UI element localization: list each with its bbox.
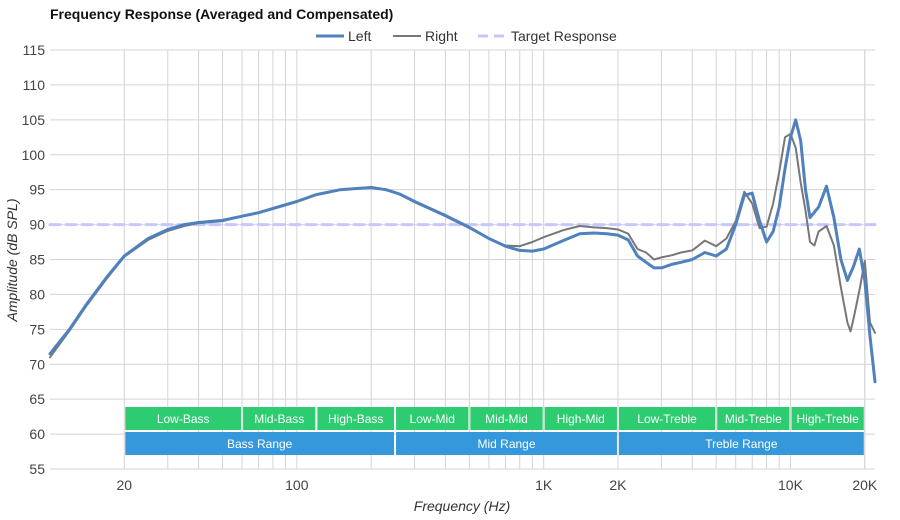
x-tick-label: 10K (778, 477, 804, 493)
band-label: High-Treble (797, 412, 860, 426)
y-tick-label: 95 (29, 182, 45, 198)
band-low-bass (125, 407, 242, 430)
band-label: Mid-Treble (725, 412, 782, 426)
band-treble-range (618, 432, 864, 455)
band-label: Bass Range (227, 437, 293, 451)
x-tick-label: 20 (117, 477, 133, 493)
y-tick-label: 70 (29, 356, 45, 372)
band-label: Low-Bass (157, 412, 210, 426)
x-axis-label: Frequency (Hz) (414, 498, 510, 514)
y-tick-labels: 55 60 65 70 75 80 85 90 95 100 105 110 115 (22, 42, 46, 477)
band-mid-treble (717, 407, 790, 430)
band-label: Low-Mid (410, 412, 455, 426)
range-bands: Low-Bass Mid-Bass High-Bass Low-Mid Mid-Mid H… (125, 407, 864, 455)
band-label: Mid-Mid (485, 412, 528, 426)
y-tick-label: 100 (22, 147, 46, 163)
series-line-left (48, 118, 877, 384)
grid (50, 49, 875, 470)
y-tick-label: 55 (29, 461, 45, 477)
y-axis-label: Amplitude (dB SPL) (4, 199, 20, 323)
band-mid-mid (470, 407, 543, 430)
chart-title: Frequency Response (Averaged and Compens… (50, 6, 393, 22)
band-low-mid (396, 407, 469, 430)
series-lines (48, 118, 877, 384)
y-tick-label: 110 (23, 77, 46, 93)
y-tick-label: 105 (22, 112, 46, 128)
x-tick-label: 1K (535, 477, 553, 493)
legend-entry: Right (425, 28, 458, 44)
band-low-treble (618, 407, 716, 430)
y-tick-label: 60 (29, 426, 45, 442)
y-tick-label: 80 (29, 286, 45, 302)
band-high-bass (317, 407, 395, 430)
band-label: Mid-Bass (254, 412, 304, 426)
legend: Left Right Target Response (316, 28, 617, 44)
band-mid-range (396, 432, 617, 455)
band-bass-range (125, 432, 395, 455)
x-tick-labels: 20 100 1K 2K 10K 20K (117, 477, 878, 493)
y-tick-label: 65 (29, 391, 45, 407)
band-label: Low-Treble (637, 412, 697, 426)
legend-entry: Left (348, 28, 371, 44)
band-label: High-Mid (557, 412, 605, 426)
x-tick-label: 100 (285, 477, 309, 493)
band-high-treble (791, 407, 864, 430)
y-tick-label: 75 (29, 321, 45, 337)
series-line-right (49, 132, 876, 359)
legend-entry: Target Response (511, 28, 617, 44)
x-tick-label: 2K (609, 477, 627, 493)
band-label: Treble Range (705, 437, 778, 451)
band-label: Mid Range (477, 437, 535, 451)
band-high-mid (544, 407, 617, 430)
band-mid-bass (243, 407, 316, 430)
y-tick-label: 115 (23, 42, 46, 58)
x-tick-label: 20K (852, 477, 878, 493)
y-tick-label: 90 (29, 217, 45, 233)
y-tick-label: 85 (29, 252, 45, 268)
band-label: High-Bass (328, 412, 383, 426)
